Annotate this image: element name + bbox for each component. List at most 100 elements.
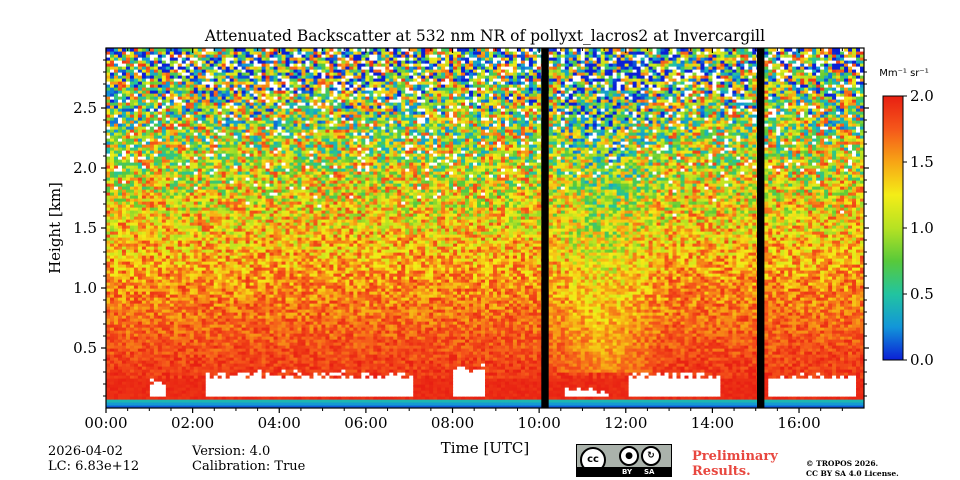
- heatmap-cell: [560, 405, 566, 408]
- heatmap-cell: [492, 399, 498, 403]
- heatmap-cell: [413, 396, 418, 400]
- heatmap-cell: [488, 402, 494, 406]
- heatmap-cell: [848, 384, 853, 388]
- heatmap-cell: [696, 387, 702, 391]
- heatmap-cell: [209, 396, 215, 400]
- heatmap-cell: [580, 402, 586, 406]
- heatmap-cell: [616, 402, 622, 406]
- heatmap-cell: [488, 378, 494, 382]
- heatmap-cell: [732, 405, 737, 408]
- heatmap-cell: [401, 384, 406, 388]
- heatmap-cell: [584, 381, 590, 385]
- heatmap-cell: [349, 390, 354, 394]
- heatmap-cell: [596, 390, 602, 394]
- heatmap-cell: [556, 405, 562, 408]
- heatmap-cell: [149, 384, 155, 388]
- heatmap-cell: [325, 396, 331, 400]
- heatmap-cell: [469, 405, 474, 408]
- heatmap-cell: [800, 390, 805, 394]
- heatmap-cell: [217, 387, 223, 391]
- heatmap-cell: [437, 396, 442, 400]
- heatmap-cell: [221, 405, 227, 408]
- heatmap-cell: [397, 402, 402, 406]
- heatmap-cell: [117, 381, 123, 385]
- heatmap-cell: [524, 402, 530, 406]
- heatmap-cell: [429, 396, 434, 400]
- heatmap-cell: [193, 393, 199, 397]
- heatmap-cell: [608, 384, 614, 388]
- heatmap-cell: [201, 390, 207, 394]
- heatmap-cell: [481, 378, 486, 382]
- heatmap-cell: [820, 390, 825, 394]
- heatmap-cell: [181, 402, 187, 406]
- heatmap-cell: [784, 402, 789, 406]
- heatmap-cell: [644, 381, 650, 385]
- heatmap-cell: [221, 387, 227, 391]
- heatmap-cell: [301, 378, 307, 382]
- heatmap-cell: [848, 396, 853, 400]
- heatmap-cell: [449, 390, 454, 394]
- heatmap-cell: [361, 399, 366, 403]
- heatmap-cell: [816, 381, 821, 385]
- heatmap-cell: [213, 381, 219, 385]
- heatmap-cell: [109, 396, 115, 400]
- heatmap-cell: [433, 384, 438, 388]
- heatmap-cell: [261, 384, 267, 388]
- heatmap-cell: [293, 402, 299, 406]
- heatmap-cell: [508, 378, 514, 382]
- heatmap-cell: [688, 405, 694, 408]
- heatmap-cell: [732, 387, 737, 391]
- heatmap-cell: [740, 390, 745, 394]
- heatmap-cell: [425, 381, 430, 385]
- heatmap-cell: [453, 396, 458, 400]
- heatmap-cell: [345, 381, 350, 385]
- heatmap-cell: [377, 384, 382, 388]
- heatmap-cell: [808, 387, 813, 391]
- heatmap-cell: [349, 381, 354, 385]
- heatmap-cell: [488, 396, 494, 400]
- heatmap-cell: [353, 384, 358, 388]
- heatmap-cell: [305, 390, 311, 394]
- heatmap-cell: [337, 393, 342, 397]
- heatmap-cell: [860, 393, 864, 397]
- heatmap-cell: [744, 387, 749, 391]
- heatmap-cell: [852, 381, 857, 385]
- heatmap-cell: [317, 399, 323, 403]
- heatmap-cell: [213, 402, 219, 406]
- heatmap-cell: [608, 402, 614, 406]
- heatmap-cell: [369, 393, 374, 397]
- heatmap-cell: [684, 390, 690, 394]
- heatmap-cell: [145, 402, 151, 406]
- heatmap-cell: [445, 399, 450, 403]
- heatmap-cell: [425, 399, 430, 403]
- heatmap-cell: [692, 387, 698, 391]
- heatmap-cell: [556, 387, 562, 391]
- heatmap-cell: [157, 402, 163, 406]
- heatmap-cell: [389, 402, 394, 406]
- heatmap-cell: [405, 393, 410, 397]
- heatmap-cell: [820, 399, 825, 403]
- heatmap-cell: [337, 387, 342, 391]
- heatmap-cell: [664, 393, 670, 397]
- heatmap-cell: [664, 384, 670, 388]
- heatmap-cell: [860, 390, 864, 394]
- heatmap-cell: [405, 405, 410, 408]
- heatmap-cell: [616, 390, 622, 394]
- heatmap-cell: [333, 402, 338, 406]
- heatmap-cell: [512, 402, 518, 406]
- heatmap-cell: [405, 381, 410, 385]
- heatmap-cell: [528, 387, 534, 391]
- heatmap-cell: [273, 390, 279, 394]
- heatmap-cell: [149, 387, 155, 391]
- heatmap-cell: [321, 399, 327, 403]
- heatmap-cell: [113, 390, 119, 394]
- heatmap-cell: [421, 405, 426, 408]
- heatmap-cell: [564, 381, 570, 385]
- heatmap-cell: [696, 405, 702, 408]
- heatmap-cell: [329, 378, 334, 382]
- heatmap-cell: [445, 405, 450, 408]
- heatmap-cell: [800, 387, 805, 391]
- heatmap-cell: [389, 381, 394, 385]
- heatmap-cell: [133, 381, 139, 385]
- heatmap-cell: [133, 387, 139, 391]
